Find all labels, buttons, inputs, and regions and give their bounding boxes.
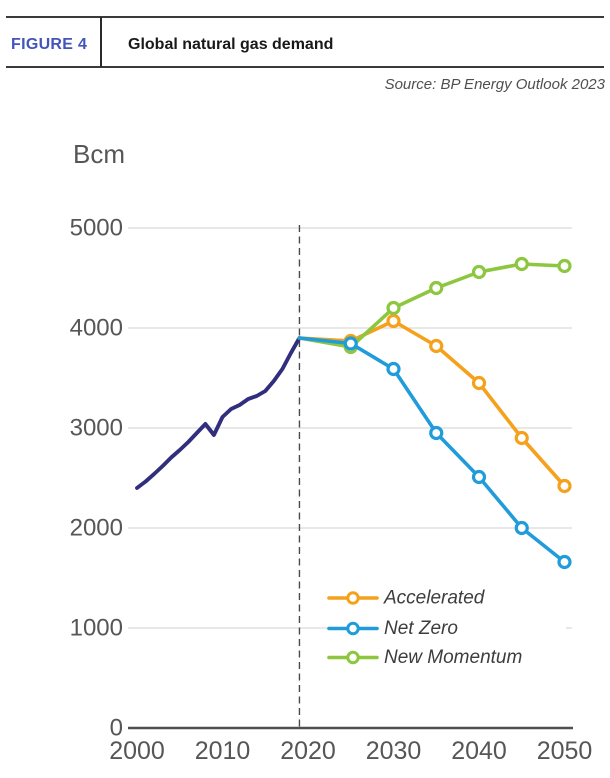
marker-accelerated-2050 (557, 478, 572, 494)
marker-net-zero-2050 (557, 554, 572, 570)
series-line-history (135, 336, 302, 490)
x-tick-label-2000: 2000 (109, 737, 165, 765)
marker-net-zero-2040 (471, 469, 487, 485)
x-tick-label-2050: 2050 (537, 737, 593, 765)
marker-new-momentum-2050 (557, 258, 572, 274)
legend-swatch-marker-1 (346, 621, 360, 636)
x-tick-label-2010: 2010 (195, 737, 251, 765)
source-note: Source: BP Energy Outlook 2023 (384, 76, 605, 93)
legend-label-2: New Momentum (384, 647, 522, 668)
marker-new-momentum-2030 (386, 300, 401, 316)
legend-label-1: Net Zero (384, 618, 458, 639)
marker-accelerated-2035 (429, 338, 444, 354)
header-bottom-rule (6, 66, 604, 68)
marker-net-zero-2025 (343, 336, 358, 351)
y-tick-label-0: 0 (110, 715, 123, 742)
header-divider (100, 17, 102, 67)
marker-accelerated-2030 (386, 313, 401, 329)
y-tick-label-2000: 2000 (70, 515, 123, 542)
marker-new-momentum-2035 (429, 280, 444, 296)
x-tick-label-2040: 2040 (451, 737, 507, 765)
y-tick-label-5000: 5000 (70, 215, 123, 242)
marker-net-zero-2030 (386, 361, 401, 377)
marker-new-momentum-2040 (471, 264, 487, 280)
header-top-rule (6, 16, 604, 18)
y-axis-unit-label: Bcm (73, 139, 125, 169)
x-tick-label-2030: 2030 (366, 737, 422, 765)
marker-accelerated-2040 (471, 375, 487, 391)
series-line-new-momentum (297, 262, 567, 349)
legend-swatch-marker-0 (346, 591, 360, 605)
figure-label: FIGURE 4 (11, 36, 88, 53)
marker-new-momentum-2045 (514, 256, 529, 272)
marker-accelerated-2045 (514, 430, 529, 446)
legend-swatch-marker-2 (346, 650, 360, 665)
y-tick-label-4000: 4000 (70, 315, 123, 342)
legend-label-0: Accelerated (383, 588, 486, 609)
marker-net-zero-2035 (429, 425, 444, 441)
figure-title: Global natural gas demand (128, 36, 334, 53)
y-tick-label-1000: 1000 (70, 615, 123, 642)
marker-net-zero-2045 (514, 520, 529, 536)
x-tick-label-2020: 2020 (280, 737, 336, 765)
y-tick-label-3000: 3000 (70, 415, 123, 442)
